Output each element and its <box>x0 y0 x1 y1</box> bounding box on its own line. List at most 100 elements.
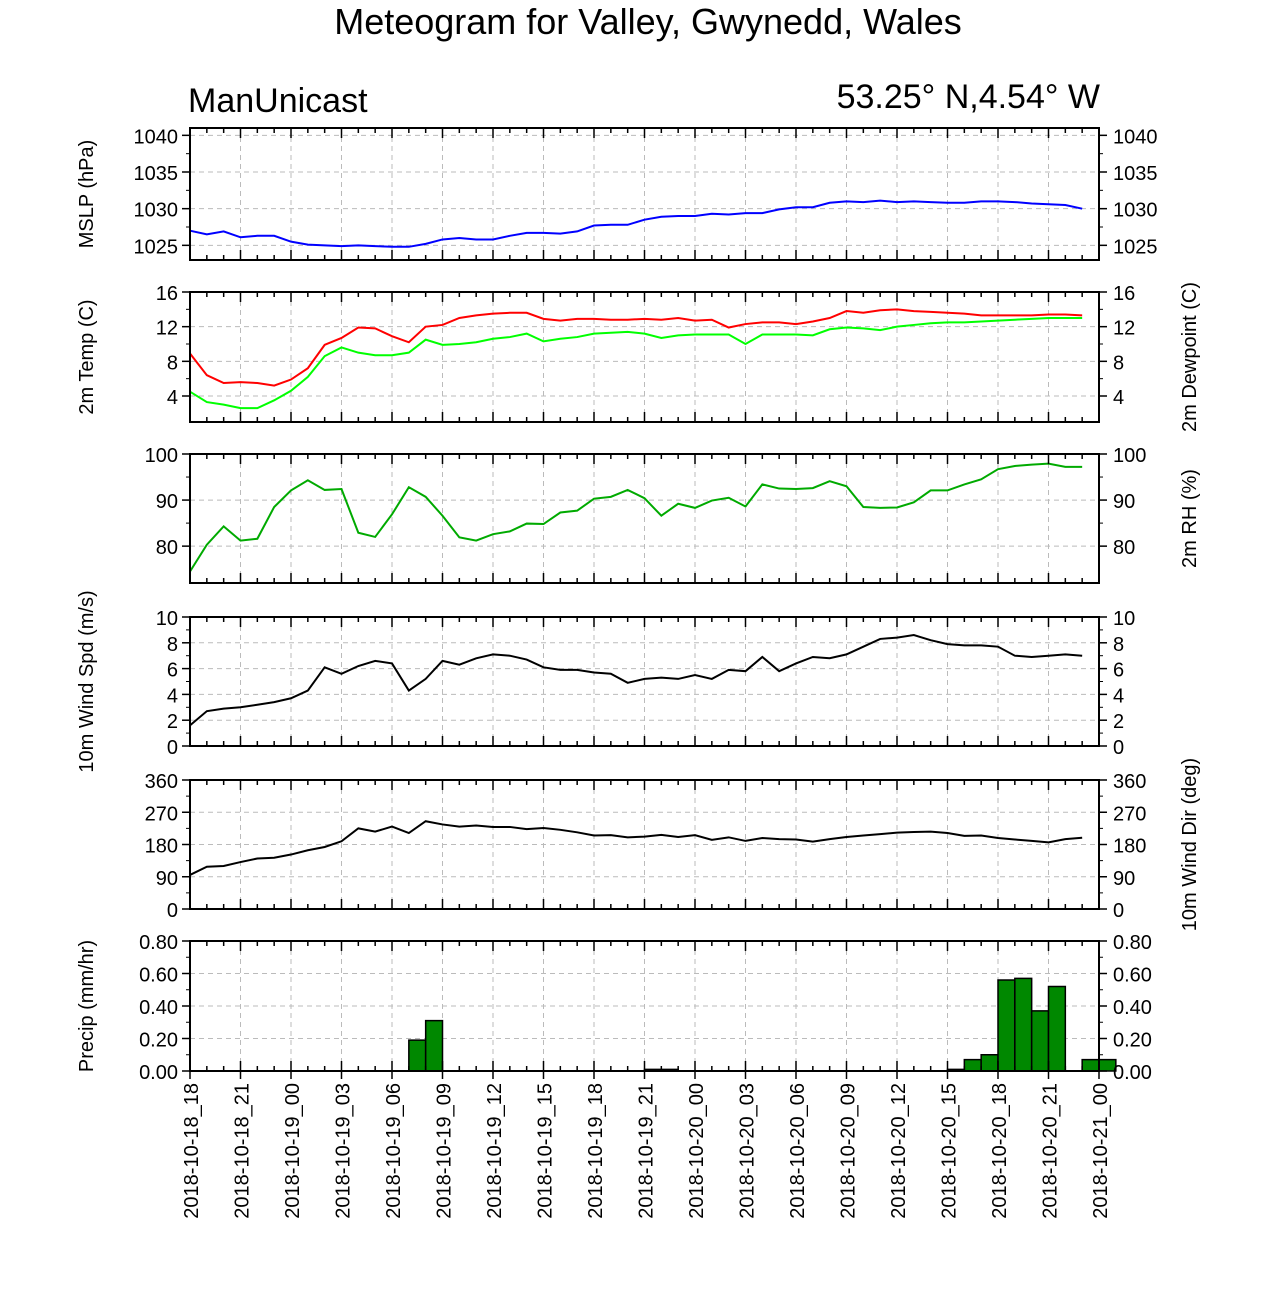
y-tick-label: 4 <box>167 387 178 409</box>
y-axis-label-left: MSLP (hPa) <box>76 140 98 249</box>
y-tick-label: 12 <box>1113 318 1135 340</box>
y-tick-label: 180 <box>145 836 178 858</box>
precip-bar <box>408 1039 427 1072</box>
x-tick-label: 2018-10-20_21 <box>1040 1083 1062 1219</box>
panel-temp: 4 4 8 8 12 12 16 16 2m Temp (C) 2m Dewpoint (C) <box>76 282 1201 432</box>
x-tick-label: 2018-10-18_21 <box>232 1083 254 1219</box>
y-tick-label: 80 <box>156 537 178 559</box>
y-tick-label: 0.00 <box>1113 1062 1152 1084</box>
y-tick-label: 1035 <box>134 163 179 185</box>
y-tick-label: 100 <box>1113 445 1146 467</box>
y-tick-label: 0 <box>167 737 178 759</box>
panel-precip: 0.00 0.00 0.20 0.20 0.40 0.40 0.60 0.60 0.80 0.80… <box>76 932 1152 1084</box>
y-tick-label: 0.40 <box>1113 997 1152 1019</box>
y-tick-label: 90 <box>156 868 178 890</box>
y-tick-label: 0.00 <box>139 1062 178 1084</box>
x-tick-label: 2018-10-19_21 <box>636 1083 658 1219</box>
precip-bar <box>1030 1010 1050 1072</box>
y-tick-label: 8 <box>1113 634 1124 656</box>
y-tick-label: 0 <box>1113 900 1124 922</box>
x-tick-label: 2018-10-21_00 <box>1090 1083 1112 1219</box>
x-tick-label: 2018-10-19_00 <box>282 1083 304 1219</box>
y-tick-label: 0 <box>167 900 178 922</box>
y-tick-label: 1030 <box>134 200 179 222</box>
x-tick-label: 2018-10-19_09 <box>434 1083 456 1219</box>
precip-bar <box>980 1054 999 1072</box>
x-tick-label: 2018-10-20_00 <box>686 1083 708 1219</box>
model-label: ManUnicast <box>188 82 368 120</box>
y-tick-label: 8 <box>167 634 178 656</box>
y-tick-label: 12 <box>156 318 178 340</box>
y-tick-label: 2 <box>1113 711 1124 733</box>
y-tick-label: 0.20 <box>139 1030 178 1052</box>
x-tick-label: 2018-10-18_18 <box>181 1083 203 1219</box>
y-tick-label: 0.40 <box>139 997 178 1019</box>
rh-line <box>189 462 1083 573</box>
y-tick-label: 1040 <box>134 126 179 148</box>
panel-wind_dir: 0 0 90 90 180 180 270 270 360 360 10m Wind Dir (de… <box>145 758 1201 931</box>
y-tick-label: 0.80 <box>139 932 178 954</box>
y-tick-label: 4 <box>167 685 178 707</box>
y-tick-label: 0 <box>1113 737 1124 759</box>
y-tick-label: 180 <box>1113 836 1146 858</box>
x-tick-label: 2018-10-20_03 <box>737 1083 759 1219</box>
y-tick-label: 2 <box>167 711 178 733</box>
y-tick-label: 100 <box>145 445 178 467</box>
y-tick-label: 90 <box>1113 868 1135 890</box>
y-tick-label: 4 <box>1113 387 1124 409</box>
y-tick-label: 0.60 <box>1113 965 1152 987</box>
chart-title: Meteogram for Valley, Gwynedd, Wales <box>334 1 962 42</box>
y-tick-label: 16 <box>156 283 178 305</box>
y-axis-label-right: 2m Dewpoint (C) <box>1179 282 1201 432</box>
y-axis-label-left: Precip (mm/hr) <box>76 940 98 1072</box>
y-tick-label: 10 <box>156 608 178 630</box>
y-tick-label: 16 <box>1113 283 1135 305</box>
y-tick-label: 270 <box>145 803 178 825</box>
y-tick-label: 0.20 <box>1113 1030 1152 1052</box>
y-axis-label-right: 2m RH (%) <box>1179 469 1201 568</box>
x-tick-label: 2018-10-19_12 <box>484 1083 506 1219</box>
y-axis-label-left: 10m Wind Spd (m/s) <box>76 590 98 772</box>
location-label: 53.25° N,4.54° W <box>837 78 1100 116</box>
precip-bar <box>424 1019 444 1072</box>
precip-bar <box>963 1058 982 1072</box>
temp-line <box>189 308 1083 387</box>
y-tick-label: 1025 <box>1113 236 1158 258</box>
y-tick-label: 6 <box>167 660 178 682</box>
y-tick-label: 8 <box>1113 352 1124 374</box>
y-tick-label: 10 <box>1113 608 1135 630</box>
y-axis-label-left: 2m Temp (C) <box>76 299 98 414</box>
wind_dir-line <box>189 820 1083 876</box>
x-tick-label: 2018-10-20_12 <box>888 1083 910 1219</box>
panel-wind_speed: 0 0 2 2 4 4 6 6 8 8 10 10 10m Wind Spd (m/s) <box>76 590 1135 772</box>
panel-rh: 80 80 90 90 100 100 2m RH (%) <box>145 445 1201 584</box>
x-tick-label: 2018-10-19_18 <box>585 1083 607 1219</box>
y-tick-label: 90 <box>1113 491 1135 513</box>
precip-bar <box>1047 985 1067 1072</box>
y-tick-label: 1035 <box>1113 163 1158 185</box>
x-tick-label: 2018-10-19_15 <box>535 1083 557 1219</box>
precip-bar <box>997 979 1016 1072</box>
y-tick-label: 360 <box>145 771 178 793</box>
x-axis: 2018-10-18_18 2018-10-18_21 2018-10-19_00 2… <box>181 1071 1112 1219</box>
precip-bar <box>1014 977 1033 1072</box>
y-tick-label: 90 <box>156 491 178 513</box>
x-tick-label: 2018-10-19_03 <box>333 1083 355 1219</box>
y-tick-label: 1040 <box>1113 126 1158 148</box>
y-tick-label: 0.80 <box>1113 932 1152 954</box>
y-tick-label: 6 <box>1113 660 1124 682</box>
x-tick-label: 2018-10-20_15 <box>939 1083 961 1219</box>
y-tick-label: 1030 <box>1113 200 1158 222</box>
y-tick-label: 80 <box>1113 537 1135 559</box>
y-axis-label-right: 10m Wind Dir (deg) <box>1179 758 1201 931</box>
x-tick-label: 2018-10-19_06 <box>383 1083 405 1219</box>
x-tick-label: 2018-10-20_06 <box>787 1083 809 1219</box>
y-tick-label: 270 <box>1113 803 1146 825</box>
mslp-line <box>189 199 1083 248</box>
precip-bar <box>1081 1058 1100 1072</box>
temp-line <box>189 317 1083 410</box>
y-tick-label: 360 <box>1113 771 1146 793</box>
